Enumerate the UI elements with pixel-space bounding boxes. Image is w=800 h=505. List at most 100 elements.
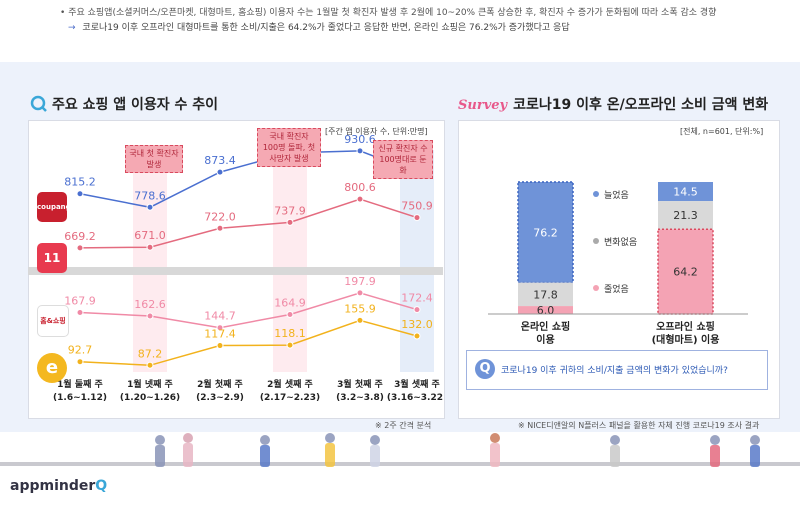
data-point-hnsmall	[286, 310, 294, 318]
note-line-1: • 주요 쇼핑앱(소셜커머스/오픈마켓, 대형마트, 홈쇼핑) 이용자 수는 1…	[60, 5, 716, 18]
11st-icon-text: 11	[43, 251, 61, 265]
callout-first-case: 국내 첫 확진자 발생	[125, 145, 183, 173]
data-label-coupang: 815.2	[64, 176, 96, 189]
x-tick-label: 2월 첫째 주	[197, 378, 243, 390]
data-point-emart	[286, 341, 294, 349]
survey-badge: Survey	[458, 98, 508, 113]
data-label-coupang: 778.6	[134, 189, 166, 202]
hnsmall-icon-text: 홈&쇼핑	[40, 317, 66, 325]
data-point-11st	[286, 218, 294, 226]
axis-break-band	[28, 267, 443, 275]
bar-segment	[658, 201, 713, 230]
11st-icon: 11	[37, 243, 67, 273]
bar-segment	[518, 282, 573, 307]
bar-value-label: 76.2	[533, 226, 558, 239]
x-tick-label: (1.6~1.12)	[53, 393, 107, 403]
x-tick-label: 3월 첫째 주	[337, 378, 383, 390]
data-label-hnsmall: 164.9	[274, 296, 306, 309]
left-title-text: 주요 쇼핑 앱 이용자 수 추이	[52, 97, 219, 113]
data-label-hnsmall: 172.4	[401, 292, 433, 305]
right-section-title: Survey 코로나19 이후 온/오프라인 소비 금액 변화	[458, 94, 768, 114]
right-unit-label: [전체, n=601, 단위:%]	[680, 127, 764, 136]
data-label-coupang: 873.4	[204, 154, 236, 167]
series-line-emart	[79, 319, 418, 367]
data-point-11st	[216, 224, 224, 232]
data-point-hnsmall	[356, 289, 364, 297]
data-label-11st: 669.2	[64, 230, 96, 243]
series-line-coupang	[79, 150, 418, 209]
bar-value-label: 17.8	[533, 288, 558, 301]
callout-100-cases: 국내 확진자 100명 돌파, 첫 사망자 발생	[257, 128, 321, 167]
highlight-column	[133, 150, 167, 372]
x-tick-label: (3.2~3.8)	[336, 393, 384, 403]
coupang-icon: coupang	[37, 192, 67, 222]
legend-marker	[593, 238, 599, 244]
data-label-hnsmall: 162.6	[134, 298, 166, 311]
question-text: 코로나19 이후 귀하의 소비/지출 금액의 변화가 있었습니까?	[501, 366, 728, 376]
data-point-hnsmall	[413, 306, 421, 314]
bar-value-label: 6.0	[537, 304, 555, 317]
legend-label: 변화없음	[604, 237, 637, 248]
legend-label: 늘었음	[604, 189, 629, 201]
data-point-coupang	[356, 147, 364, 155]
data-point-11st	[413, 214, 421, 222]
x-tick-label: (3.16~3.22)	[387, 393, 443, 403]
data-point-hnsmall	[76, 309, 84, 317]
emart-icon: e	[37, 353, 67, 383]
left-footnote: ※ 2주 간격 분석	[375, 421, 432, 430]
bar-value-label: 21.3	[673, 209, 698, 222]
bullet-icon: •	[60, 8, 66, 18]
bar-segment	[657, 228, 714, 315]
bar-value-label: 14.5	[673, 186, 698, 199]
note-text-2: 코로나19 이후 오프라인 대형마트를 통한 소비/지출은 64.2%가 줄었다…	[82, 23, 570, 33]
data-label-11st: 722.0	[204, 210, 236, 223]
footer-strip	[0, 466, 800, 505]
data-point-coupang	[216, 168, 224, 176]
coupang-icon-text: coupang	[37, 203, 67, 211]
data-point-hnsmall	[146, 312, 154, 320]
data-point-11st	[356, 195, 364, 203]
legend-marker	[593, 285, 599, 291]
category-label: 온라인 쇼핑	[521, 320, 570, 333]
data-label-hnsmall: 144.7	[204, 310, 236, 323]
category-label: 오프라인 쇼핑	[656, 320, 715, 333]
right-title-text: 코로나19 이후 온/오프라인 소비 금액 변화	[513, 97, 769, 113]
legend-label: 줄었음	[604, 283, 629, 295]
x-tick-label: (2.3~2.9)	[196, 393, 244, 403]
data-label-emart: 118.1	[274, 327, 306, 340]
hnsmall-icon: 홈&쇼핑	[37, 305, 69, 337]
emart-icon-text: e	[45, 357, 59, 378]
legend-marker	[593, 191, 599, 197]
question-q-icon: Q	[475, 359, 495, 379]
data-label-emart: 87.2	[138, 347, 163, 360]
arrow-right-icon: →	[68, 23, 76, 33]
data-label-emart: 92.7	[68, 344, 93, 357]
data-label-11st: 671.0	[134, 229, 166, 242]
magnifier-icon	[30, 95, 47, 112]
data-label-11st: 800.6	[344, 181, 376, 194]
series-line-11st	[79, 198, 418, 249]
appminder-logo: appminderQ	[10, 478, 108, 494]
data-point-emart	[76, 358, 84, 366]
data-point-emart	[146, 361, 154, 369]
x-tick-label: (2.17~2.23)	[260, 393, 320, 403]
right-footnote: ※ NICE디앤알의 N플러스 패널을 활용한 자체 진행 코로나19 조사 결…	[518, 421, 760, 430]
data-label-emart: 117.4	[204, 328, 236, 341]
bar-value-label: 64.2	[673, 266, 698, 279]
data-point-emart	[216, 342, 224, 350]
highlight-column	[273, 150, 307, 372]
x-tick-label: 3월 셋째 주	[394, 378, 440, 390]
bar-segment	[517, 181, 574, 284]
data-point-coupang	[146, 203, 154, 211]
data-label-hnsmall: 197.9	[344, 275, 376, 288]
bar-segment	[658, 182, 713, 202]
x-tick-label: 2월 셋째 주	[267, 378, 313, 390]
x-tick-label: 1월 둘째 주	[57, 378, 103, 390]
question-box: Q 코로나19 이후 귀하의 소비/지출 금액의 변화가 있었습니까?	[466, 350, 768, 390]
data-label-11st: 737.9	[274, 204, 306, 217]
category-label: 이용	[536, 333, 554, 346]
series-line-hnsmall	[79, 292, 418, 329]
data-point-coupang	[76, 190, 84, 198]
data-point-11st	[146, 243, 154, 251]
